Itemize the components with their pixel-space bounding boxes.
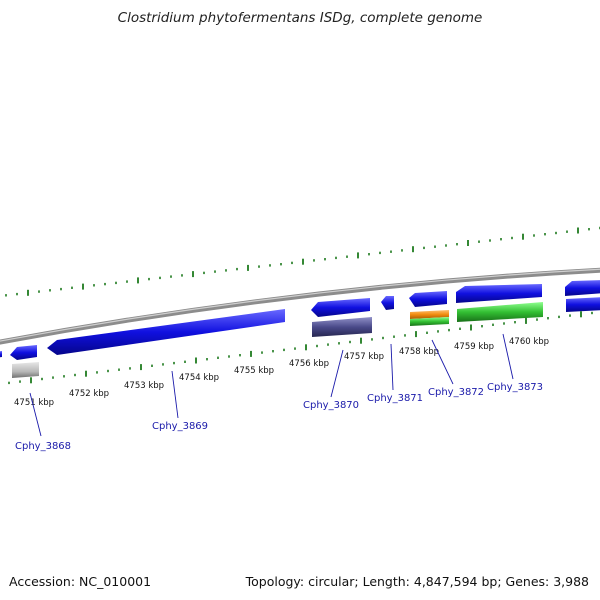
inner-scale-ticks — [8, 311, 593, 385]
scale-labels: 4751 kbp 4752 kbp 4753 kbp 4754 kbp 4755… — [14, 337, 549, 408]
scale-label: 4760 kbp — [509, 337, 549, 347]
gene-labels: Cphy_3868 Cphy_3869 Cphy_3870 Cphy_3871 … — [15, 382, 543, 452]
gene-label-cphy-3870[interactable]: Cphy_3870 — [303, 400, 359, 411]
gene-bar-cphy-3868[interactable] — [12, 362, 39, 378]
scale-label: 4753 kbp — [124, 381, 164, 391]
genome-backbone — [0, 267, 600, 345]
gene-arrow-right-edge-top[interactable] — [565, 280, 600, 296]
gene-bar-cphy-3870[interactable] — [312, 317, 372, 337]
scale-label: 4752 kbp — [69, 389, 109, 399]
gene-bar-left-edge[interactable] — [0, 351, 2, 358]
gene-label-cphy-3868[interactable]: Cphy_3868 — [15, 441, 71, 452]
gene-arrow-left-small[interactable] — [10, 345, 37, 360]
scale-label: 4759 kbp — [454, 342, 494, 352]
gene-features — [0, 280, 600, 378]
scale-label: 4758 kbp — [399, 347, 439, 357]
gene-bar-cphy-3872-green[interactable] — [410, 317, 449, 326]
gene-arrow-cphy-3872[interactable] — [409, 291, 447, 307]
map-title: Clostridium phytofermentans ISDg, comple… — [117, 10, 483, 26]
gene-bar-cphy-3872-orange[interactable] — [410, 310, 449, 319]
gene-label-cphy-3871[interactable]: Cphy_3871 — [367, 393, 423, 404]
gene-arrow-right-edge-bottom[interactable] — [566, 297, 600, 312]
outer-scale-ticks — [5, 226, 600, 297]
scale-label: 4757 kbp — [344, 352, 384, 362]
scale-label: 4756 kbp — [289, 359, 329, 369]
gene-arrow-cphy-3871[interactable] — [381, 296, 394, 310]
gene-leader-lines — [29, 333, 514, 437]
scale-label: 4755 kbp — [234, 366, 274, 376]
accession-text: Accession: NC_010001 — [9, 574, 152, 589]
gene-arrow-cphy-3873[interactable] — [456, 284, 542, 303]
scale-label: 4754 kbp — [179, 373, 219, 383]
gene-arrow-cphy-3869[interactable] — [47, 309, 285, 355]
genome-backbone-highlight — [0, 268, 600, 342]
gene-label-cphy-3872[interactable]: Cphy_3872 — [428, 387, 484, 398]
gene-arrow-cphy-3870[interactable] — [311, 298, 370, 317]
scale-label: 4751 kbp — [14, 398, 54, 408]
gene-bar-cphy-3873[interactable] — [457, 302, 543, 322]
gene-label-cphy-3873[interactable]: Cphy_3873 — [487, 382, 543, 393]
genome-summary-text: Topology: circular; Length: 4,847,594 bp… — [245, 574, 589, 589]
gene-label-cphy-3869[interactable]: Cphy_3869 — [152, 421, 208, 432]
